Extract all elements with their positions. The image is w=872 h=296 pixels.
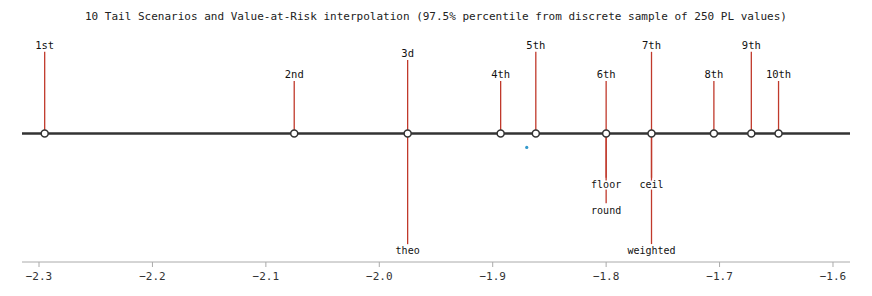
annotation-label: round [591,205,621,216]
chart: 10 Tail Scenarios and Value-at-Risk inte… [0,0,872,296]
x-tick [492,262,493,267]
scenario-label: 9th [742,39,761,51]
annotation-label: floor [591,179,621,190]
scenario-label: 3d [401,47,414,59]
scenario-point [648,130,655,137]
scenario-point [748,130,755,137]
scenario-label: 8th [704,68,723,80]
scenario-bar [605,81,606,133]
plot-area [22,52,850,244]
labels: 1st 2nd 3d 4th 5th 6th 7th 8th 9th 10th theo floor c… [35,39,791,257]
x-tick [39,262,40,267]
scenario-bar [500,81,501,133]
scenario-point [775,130,782,137]
dot [525,146,528,149]
number-line [22,132,850,135]
x-tick [379,262,380,267]
scenario-label: 5th [526,39,545,51]
x-tick [606,262,607,267]
scenario-bar [651,52,652,134]
scenario-bar [713,81,714,133]
x-tick-label: −2.0 [366,270,393,283]
scenario-label: 2nd [285,68,304,80]
x-tick-label: −1.9 [479,270,506,283]
scenario-point [532,130,539,137]
x-tick [719,262,720,267]
scenario-bar [294,81,295,133]
scenario-bar [751,52,752,134]
scenario-point [291,130,298,137]
scenario-bar [778,81,779,133]
scenario-label: 4th [491,68,510,80]
annotation-line [605,133,606,203]
scenario-bar [407,60,408,133]
x-tick [265,262,266,267]
annotation-line [407,133,408,244]
scenario-label: 6th [597,68,616,80]
scenario-bar [44,52,45,134]
scenario-point [41,130,48,137]
scenario-point [710,130,717,137]
scenario-point [603,130,610,137]
scenario-label: 10th [766,68,791,80]
scenario-point [404,130,411,137]
annotation-label: weighted [627,245,675,256]
x-tick [832,262,833,267]
x-tick [152,262,153,267]
annotation-label: theo [396,245,420,256]
title: 10 Tail Scenarios and Value-at-Risk inte… [85,10,787,23]
scenario-label: 7th [642,39,661,51]
x-tick-label: −2.1 [253,270,280,283]
x-tick-label: −1.7 [706,270,733,283]
scenario-label: 1st [35,39,54,51]
annotation-label: ceil [639,179,663,190]
x-axis-line [22,262,850,263]
x-tick-label: −2.2 [139,270,166,283]
scenario-bar [535,52,536,134]
x-tick-label: −2.3 [26,270,53,283]
x-axis: −2.3 −2.2 −2.1 −2.0 −1.9 −1.8 −1.7 −1.6 [22,262,850,283]
scenario-point [497,130,504,137]
x-tick-label: −1.8 [593,270,620,283]
x-tick-label: −1.6 [820,270,847,283]
